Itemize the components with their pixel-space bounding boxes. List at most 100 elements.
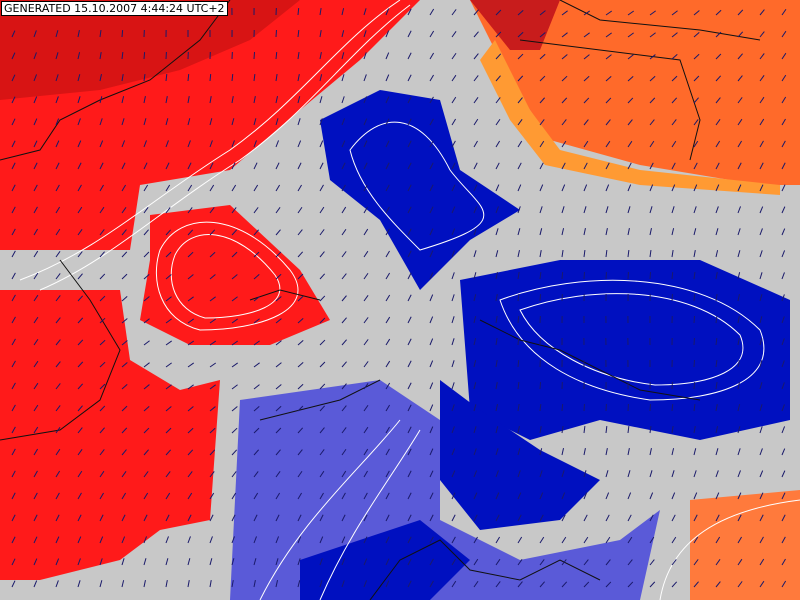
wind-barb: [33, 118, 38, 126]
wind-barb: [209, 384, 216, 390]
wind-barb: [715, 448, 719, 456]
wind-barb: [231, 207, 237, 214]
wind-barb: [33, 514, 38, 522]
wind-barb: [583, 10, 591, 16]
wind-barb: [429, 514, 434, 522]
wind-barb: [319, 273, 326, 280]
wind-barb: [11, 74, 16, 82]
wind-barb: [605, 536, 611, 544]
wind-barb: [165, 362, 172, 368]
wind-barb: [583, 492, 588, 500]
cold-region: [440, 380, 600, 530]
wind-barb: [715, 250, 719, 258]
wind-barb: [33, 30, 37, 38]
wind-barb: [781, 514, 786, 522]
wind-barb: [253, 184, 259, 192]
wind-barb: [297, 558, 301, 566]
wind-barb: [407, 228, 412, 236]
wind-barb: [253, 96, 256, 104]
wind-barb: [297, 580, 301, 588]
wind-barb: [165, 318, 172, 324]
wind-barb: [429, 52, 435, 60]
wind-barb: [253, 362, 260, 368]
wind-barb: [583, 470, 587, 478]
wind-barb: [33, 96, 38, 104]
wind-barb: [121, 318, 128, 324]
wind-barb: [715, 581, 721, 588]
wind-barb: [275, 207, 281, 214]
wind-barb: [539, 559, 545, 566]
wind-barb: [187, 251, 194, 258]
wind-barb: [77, 427, 83, 434]
wind-barb: [297, 29, 300, 38]
wind-barb: [99, 383, 106, 390]
wind-barb: [231, 118, 235, 126]
wind-barb: [473, 96, 479, 104]
wind-barb: [143, 140, 147, 148]
wind-barb: [319, 536, 324, 544]
wind-barb: [407, 74, 412, 82]
wind-barb: [561, 75, 568, 82]
wind-barb: [33, 272, 39, 280]
wind-barb: [759, 580, 765, 588]
isoline: [499, 279, 765, 401]
wind-barb: [121, 118, 125, 126]
wind-barb: [781, 558, 786, 566]
wind-barb: [209, 118, 213, 126]
wind-barb: [715, 536, 721, 544]
wind-barb: [561, 140, 567, 148]
wind-barb: [121, 471, 127, 478]
wind-barb: [253, 229, 259, 236]
wind-barb: [209, 449, 216, 456]
wind-barb: [55, 558, 60, 566]
wind-barb: [781, 184, 786, 192]
wind-barb: [99, 558, 103, 566]
wind-barb: [341, 30, 345, 38]
wind-barb: [539, 162, 544, 170]
border: [519, 39, 701, 161]
wind-barb: [341, 317, 347, 324]
wind-barb: [209, 362, 217, 368]
wind-barb: [517, 53, 524, 60]
wind-barb: [297, 229, 303, 236]
wind-barb: [649, 54, 656, 60]
isoline: [519, 293, 744, 386]
wind-barb: [143, 118, 147, 126]
wind-barb: [495, 184, 500, 192]
wind-barb: [165, 406, 172, 412]
wind-barb: [165, 558, 169, 566]
wind-barb: [649, 514, 654, 522]
wind-barb: [583, 75, 590, 82]
border: [0, 0, 231, 161]
wind-barb: [275, 296, 282, 302]
wind-barb: [429, 74, 434, 82]
wind-barb: [165, 427, 172, 434]
wind-barb: [715, 294, 718, 302]
wind-barb: [33, 404, 39, 412]
wind-barb: [55, 52, 59, 60]
wind-barb: [539, 581, 545, 588]
wind-barb: [319, 229, 325, 236]
wind-barb: [143, 362, 150, 368]
wind-barb: [737, 272, 741, 280]
wind-barb: [275, 536, 280, 544]
wind-barb: [319, 558, 323, 566]
wind-barb: [209, 406, 216, 412]
wind-barb: [605, 119, 611, 126]
wind-barb: [715, 514, 720, 522]
wind-barb: [363, 426, 369, 434]
wind-barb: [517, 514, 522, 522]
wind-barb: [363, 74, 367, 82]
wind-barb: [33, 426, 39, 434]
wind-barb: [99, 162, 104, 170]
wind-barb: [341, 273, 347, 280]
wind-barb: [627, 119, 633, 126]
wind-barb: [715, 206, 719, 214]
wind-barb: [451, 140, 456, 148]
wind-barb: [99, 580, 103, 588]
wind-barb: [385, 492, 390, 500]
wind-barb: [759, 448, 763, 456]
wind-barb: [451, 162, 456, 170]
wind-barb: [495, 9, 502, 16]
wind-barb: [539, 75, 546, 82]
